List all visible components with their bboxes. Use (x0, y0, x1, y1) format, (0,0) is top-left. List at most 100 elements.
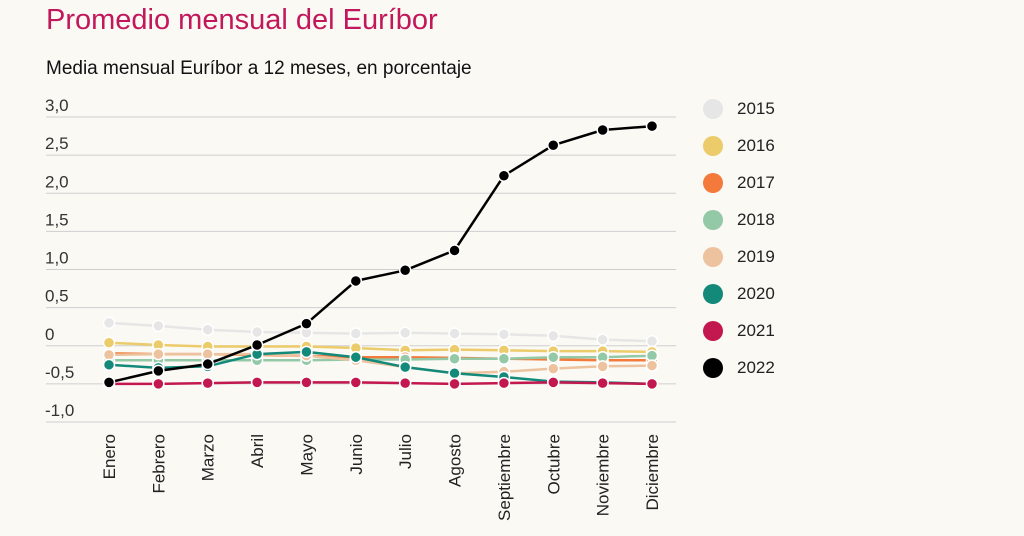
legend-swatch (703, 357, 723, 378)
data-point (349, 274, 363, 288)
data-point (448, 377, 461, 391)
data-point (497, 352, 511, 365)
chart-title: Promedio mensual del Euríbor (46, 4, 438, 36)
legend-swatch (703, 283, 723, 304)
series-line (108, 321, 653, 343)
series-2019 (102, 347, 659, 380)
x-tick-label: Septiembre (495, 434, 514, 521)
data-point (596, 333, 609, 346)
legend-label: 2015 (737, 98, 775, 118)
data-point (102, 358, 116, 372)
y-tick-label: 1,0 (45, 249, 69, 268)
y-tick-label: 2,5 (45, 134, 69, 153)
y-tick-label: 2,0 (45, 172, 69, 191)
data-point (547, 350, 560, 364)
data-point (398, 376, 412, 390)
series-line (108, 352, 653, 375)
legend-label: 2018 (737, 209, 775, 229)
series-line (109, 381, 653, 386)
data-point (300, 317, 313, 330)
legend-item: 2019 (703, 238, 833, 275)
data-point (398, 264, 412, 277)
data-point (448, 366, 461, 380)
y-tick-label: 3,0 (45, 96, 69, 115)
legend-label: 2021 (737, 320, 775, 340)
y-tick-label: 1,5 (45, 210, 69, 229)
data-point (645, 334, 659, 348)
data-point (448, 352, 461, 365)
series-2015 (102, 316, 659, 348)
data-point (250, 338, 264, 352)
legend-swatch (703, 172, 723, 193)
chart-legend: 2015 2016 2017 2018 2019 2020 2021 2022 (703, 90, 833, 386)
data-point (448, 327, 461, 340)
x-tick-label: Abril (248, 434, 267, 468)
series-line (108, 124, 653, 384)
y-tick-label: -1,0 (45, 401, 74, 420)
data-point (349, 350, 363, 364)
x-tick-label: Noviembre (594, 434, 613, 516)
data-point (398, 360, 412, 374)
x-tick-label: Julio (396, 434, 415, 469)
data-point (201, 376, 214, 390)
x-tick-label: Diciembre (643, 434, 662, 511)
chart-subtitle: Media mensual Euríbor a 12 meses, en por… (46, 58, 472, 79)
data-point (152, 364, 165, 378)
data-point (250, 325, 264, 339)
data-point (300, 376, 313, 389)
legend-swatch (703, 135, 723, 156)
data-point (497, 376, 511, 390)
data-point (201, 323, 214, 336)
legend-item: 2021 (703, 312, 833, 349)
legend-label: 2022 (737, 357, 775, 377)
legend-item: 2017 (703, 164, 833, 201)
data-point (596, 123, 609, 137)
data-point (497, 169, 511, 182)
data-point (349, 327, 363, 340)
y-tick-label: 0 (45, 325, 54, 344)
series-2021 (102, 376, 659, 391)
x-tick-label: Enero (100, 434, 119, 479)
data-point (448, 244, 461, 257)
x-tick-label: Junio (347, 434, 366, 475)
legend-label: 2016 (737, 135, 775, 155)
legend-item: 2016 (703, 127, 833, 164)
x-tick-label: Febrero (149, 434, 168, 494)
series-2022 (102, 119, 659, 389)
x-tick-label: Marzo (199, 434, 218, 481)
legend-swatch (703, 320, 723, 341)
legend-swatch (703, 98, 723, 119)
data-point (250, 376, 264, 389)
legend-item: 2022 (703, 349, 833, 386)
legend-item: 2015 (703, 90, 833, 127)
x-tick-label: Mayo (297, 434, 316, 476)
data-point (497, 328, 511, 341)
data-point (152, 347, 165, 361)
data-point (102, 316, 116, 330)
legend-swatch (703, 246, 723, 267)
data-point (152, 319, 165, 333)
legend-item: 2020 (703, 275, 833, 312)
y-tick-label: 0,5 (45, 287, 69, 306)
x-tick-label: Agosto (446, 434, 465, 487)
legend-label: 2020 (737, 283, 775, 303)
legend-swatch (703, 209, 723, 230)
data-point (102, 376, 116, 389)
series-line (108, 341, 653, 354)
data-point (645, 359, 659, 372)
data-point (349, 376, 363, 389)
data-point (596, 376, 609, 390)
legend-label: 2019 (737, 246, 775, 266)
series-line (109, 354, 653, 362)
legend-label: 2017 (737, 172, 775, 192)
data-point (398, 326, 412, 340)
data-point (547, 329, 560, 343)
data-point (300, 345, 313, 359)
data-point (547, 376, 560, 389)
x-tick-label: Octubre (544, 434, 563, 494)
data-point (547, 138, 560, 152)
data-point (201, 357, 214, 371)
y-tick-label: -0,5 (45, 363, 74, 382)
data-point (645, 119, 659, 133)
